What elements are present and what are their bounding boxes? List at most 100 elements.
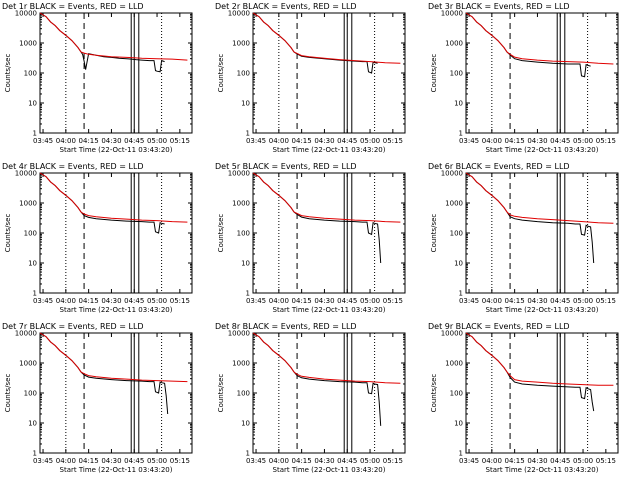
x-tick-label: 05:15 [383, 297, 403, 305]
plot-frame [252, 172, 406, 294]
x-axis-label: Start Time (22-Oct-11 03:43:20) [486, 146, 599, 154]
detector-panel: Det 7r BLACK = Events, RED = LLD10000100… [2, 322, 193, 474]
panel-title: Det 1r BLACK = Events, RED = LLD [2, 2, 144, 11]
y-tick-label: 100 [237, 70, 250, 78]
y-tick-label: 10 [28, 260, 37, 268]
y-tick-label: 1 [459, 290, 463, 298]
x-tick-label: 05:15 [596, 137, 616, 145]
x-tick-label: 04:45 [550, 137, 570, 145]
lld-trace [465, 172, 614, 224]
panel-title: Det 6r BLACK = Events, RED = LLD [428, 162, 570, 171]
x-tick-label: 05:15 [596, 297, 616, 305]
plot-frame [465, 12, 619, 134]
x-tick-label: 05:15 [170, 297, 190, 305]
x-tick-label: 04:15 [79, 137, 99, 145]
x-tick-label: 05:00 [360, 297, 380, 305]
x-tick-label: 04:15 [505, 457, 525, 465]
y-tick-label: 10 [241, 260, 250, 268]
y-tick-label: 1000 [232, 200, 250, 208]
x-axis-label: Start Time (22-Oct-11 03:43:20) [60, 466, 173, 474]
x-tick-label: 04:30 [101, 297, 121, 305]
y-tick-label: 100 [450, 230, 463, 238]
x-tick-label: 04:45 [550, 457, 570, 465]
x-axis-label: Start Time (22-Oct-11 03:43:20) [60, 306, 173, 314]
x-tick-label: 05:00 [360, 137, 380, 145]
y-tick-label: 100 [24, 70, 37, 78]
y-tick-label: 1000 [19, 40, 37, 48]
x-tick-label: 05:15 [383, 457, 403, 465]
lld-trace [252, 332, 401, 384]
events-trace [252, 332, 382, 426]
y-tick-label: 10000 [15, 170, 37, 178]
y-tick-label: 1 [459, 450, 463, 458]
plot-frame [39, 172, 193, 294]
events-trace [465, 332, 595, 412]
y-tick-label: 10 [454, 260, 463, 268]
y-tick-label: 100 [24, 230, 37, 238]
x-axis-label: Start Time (22-Oct-11 03:43:20) [273, 306, 386, 314]
lld-trace [39, 172, 188, 223]
y-tick-label: 10000 [228, 170, 250, 178]
y-tick-label: 100 [450, 390, 463, 398]
lld-trace [39, 332, 188, 383]
y-tick-label: 10000 [15, 330, 37, 338]
x-tick-label: 04:00 [482, 457, 502, 465]
x-tick-label: 04:15 [505, 137, 525, 145]
detector-panel: Det 9r BLACK = Events, RED = LLD10000100… [428, 322, 619, 474]
x-tick-label: 04:00 [269, 457, 289, 465]
x-tick-label: 04:30 [314, 297, 334, 305]
y-tick-label: 10000 [441, 330, 463, 338]
x-tick-label: 04:30 [101, 457, 121, 465]
x-axis-label: Start Time (22-Oct-11 03:43:20) [60, 146, 173, 154]
y-tick-label: 1 [33, 450, 37, 458]
plot-frame [252, 332, 406, 454]
x-tick-label: 04:00 [56, 297, 76, 305]
y-tick-label: 100 [24, 390, 37, 398]
x-axis-label: Start Time (22-Oct-11 03:43:20) [273, 466, 386, 474]
x-tick-label: 03:45 [459, 457, 479, 465]
y-tick-label: 10 [241, 100, 250, 108]
x-tick-label: 05:00 [360, 457, 380, 465]
x-tick-label: 04:15 [505, 297, 525, 305]
x-tick-label: 03:45 [246, 137, 266, 145]
y-axis-label: Counts/sec [4, 214, 12, 253]
x-tick-label: 04:30 [314, 137, 334, 145]
x-tick-label: 04:45 [337, 137, 357, 145]
x-tick-label: 04:15 [292, 297, 312, 305]
lld-trace [252, 172, 401, 223]
x-tick-label: 04:30 [527, 297, 547, 305]
x-tick-label: 04:00 [269, 137, 289, 145]
y-tick-label: 10000 [441, 170, 463, 178]
x-tick-label: 03:45 [459, 137, 479, 145]
y-tick-label: 10000 [15, 10, 37, 18]
events-trace [252, 12, 378, 74]
lld-trace [252, 12, 401, 64]
y-tick-label: 100 [237, 390, 250, 398]
y-tick-label: 10 [241, 420, 250, 428]
y-tick-label: 1 [246, 450, 250, 458]
detector-panel: Det 2r BLACK = Events, RED = LLD10000100… [215, 2, 406, 154]
x-tick-label: 04:45 [124, 457, 144, 465]
y-axis-label: Counts/sec [430, 54, 438, 93]
x-axis-label: Start Time (22-Oct-11 03:43:20) [486, 466, 599, 474]
x-tick-label: 04:45 [337, 457, 357, 465]
x-tick-label: 04:00 [56, 137, 76, 145]
y-tick-label: 1000 [19, 200, 37, 208]
detector-panel: Det 5r BLACK = Events, RED = LLD10000100… [215, 162, 406, 314]
y-tick-label: 1 [33, 290, 37, 298]
lld-trace [465, 332, 614, 386]
y-tick-label: 10 [28, 420, 37, 428]
y-tick-label: 1 [459, 130, 463, 138]
x-tick-label: 04:45 [124, 297, 144, 305]
plot-frame [39, 332, 193, 454]
y-tick-label: 10000 [228, 330, 250, 338]
plot-frame [39, 12, 193, 134]
plot-frame [465, 172, 619, 294]
events-trace [39, 332, 169, 415]
y-axis-label: Counts/sec [4, 54, 12, 93]
y-axis-label: Counts/sec [4, 374, 12, 413]
x-tick-label: 05:15 [383, 137, 403, 145]
x-tick-label: 03:45 [459, 297, 479, 305]
